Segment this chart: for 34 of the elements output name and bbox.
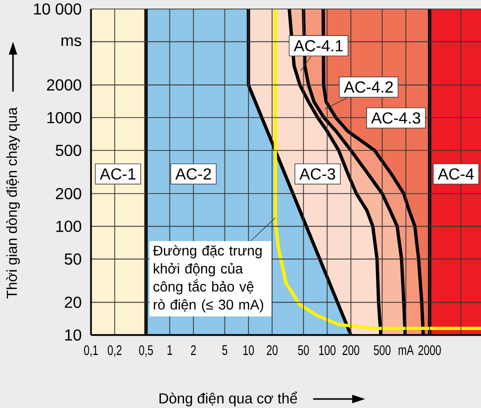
annotation: AC-1 bbox=[100, 168, 136, 180]
y-tick-label: 200 bbox=[56, 188, 82, 200]
annotation: AC-2 bbox=[175, 168, 211, 180]
x-tick-label: 500 bbox=[374, 345, 391, 356]
annotation: AC-3 bbox=[299, 168, 336, 180]
annotation: AC-4.2 bbox=[344, 81, 393, 93]
y-tick-label: 20 bbox=[64, 296, 82, 308]
x-tick-label: 5 bbox=[222, 345, 228, 355]
annotation: Đường đặc trưng khởi động của công tắc bảo vệ rò điện (≤ 30 mA) bbox=[152, 245, 264, 312]
x-tick-label: 2000 bbox=[418, 345, 441, 356]
x-axis-title: Dòng điện qua cơ thể bbox=[160, 392, 298, 406]
y-tick-label: 100 bbox=[56, 220, 82, 232]
y-axis-title: Thời gian dòng điện chạy qua bbox=[6, 107, 20, 299]
y-tick-label: 2000 bbox=[47, 79, 82, 91]
y-tick-label: 50 bbox=[64, 253, 82, 265]
annotation: AC-4.1 bbox=[294, 40, 343, 52]
x-tick-label: 0,1 bbox=[84, 345, 98, 357]
x-tick-label: 100 bbox=[319, 345, 336, 356]
x-tick-label: 0,2 bbox=[108, 345, 122, 357]
y-tick-label: 500 bbox=[56, 144, 82, 156]
y-tick-label: 10 bbox=[65, 329, 82, 341]
x-tick-label: 2 bbox=[191, 345, 196, 355]
x-tick-label: mA bbox=[398, 345, 414, 355]
x-tick-label: 50 bbox=[298, 345, 309, 356]
y-tick-label: 10 000 bbox=[34, 3, 82, 15]
x-tick-label: 0,5 bbox=[139, 345, 153, 357]
y-tick-label: ms bbox=[62, 37, 82, 46]
x-tick-label: 20 bbox=[266, 345, 278, 356]
x-tick-label: 200 bbox=[342, 345, 360, 356]
annotation: AC-4.3 bbox=[371, 112, 420, 124]
annotation: AC-4 bbox=[438, 168, 474, 180]
x-tick-label: 10 bbox=[243, 345, 254, 356]
y-tick-label: 1000 bbox=[47, 112, 82, 124]
x-tick-label: 1 bbox=[168, 345, 172, 355]
